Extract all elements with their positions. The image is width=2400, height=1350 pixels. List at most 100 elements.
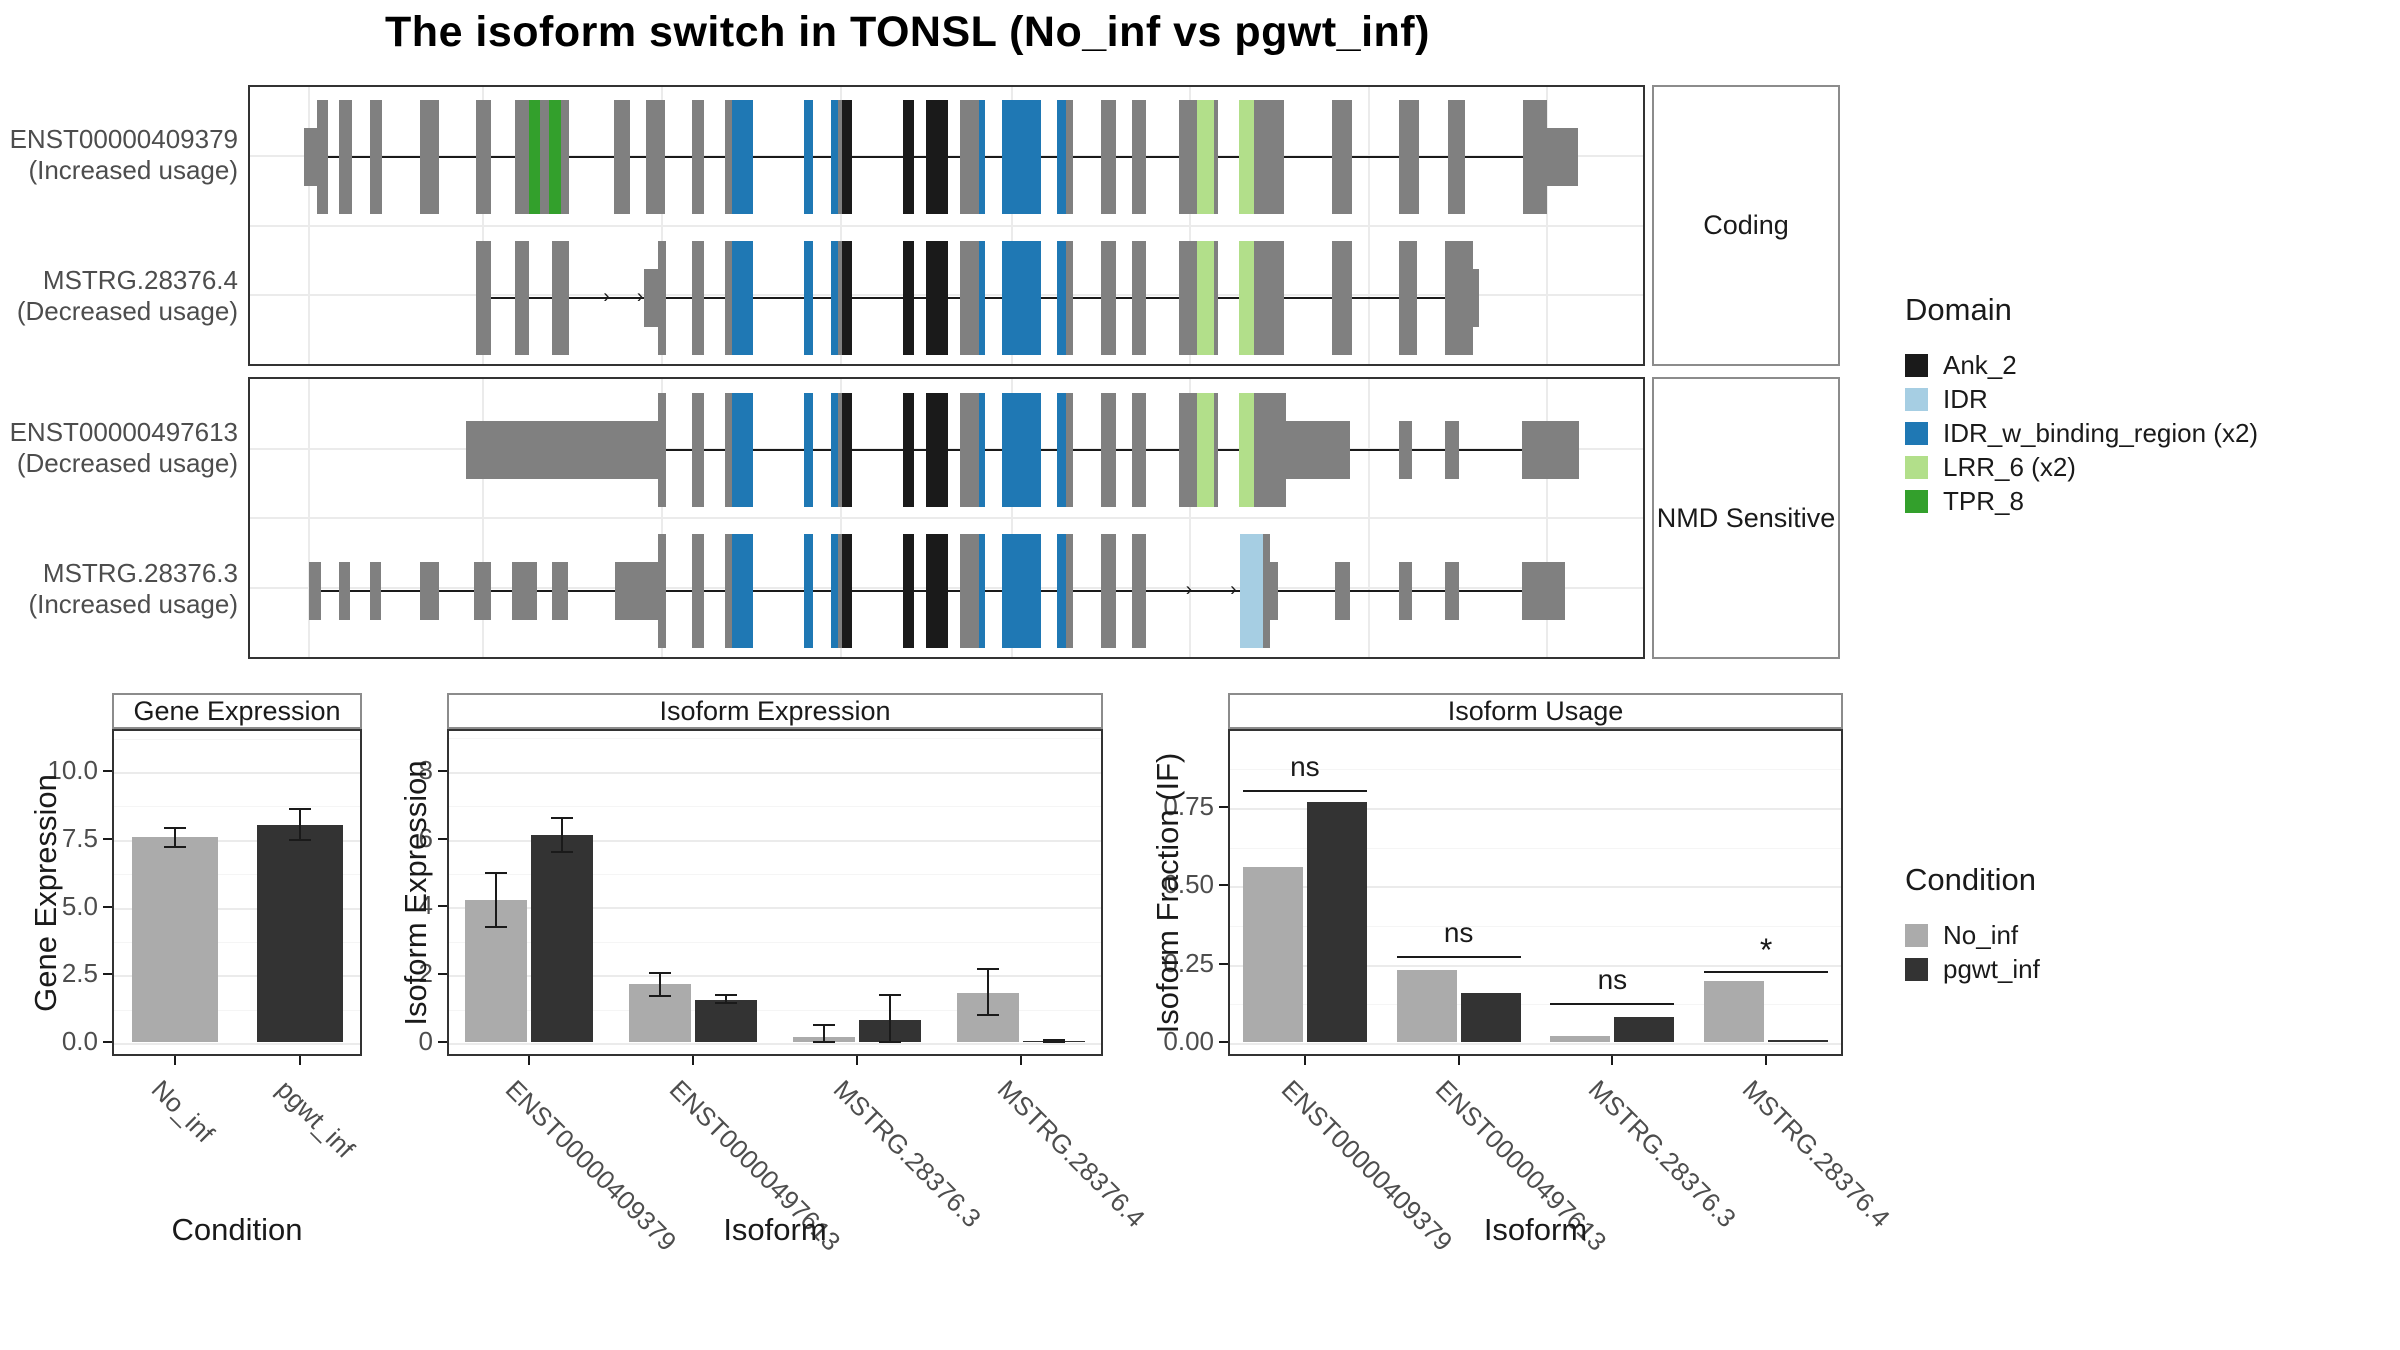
significance-line (1242, 790, 1367, 793)
exon (978, 534, 986, 648)
gridline (114, 874, 360, 876)
legend-item: TPR_8 (1905, 484, 2258, 518)
significance-line (1396, 956, 1521, 959)
exon (842, 241, 852, 355)
exon (691, 534, 705, 648)
axis-tick (438, 905, 447, 908)
exon (1399, 241, 1418, 355)
transcript-label: ENST00000409379 (Increased usage) (0, 124, 238, 186)
error-bar-cap (1043, 1041, 1065, 1043)
gridline (114, 806, 360, 808)
gridline (449, 1043, 1101, 1045)
significance-line (1550, 1003, 1675, 1006)
transcript-label-line: ENST00000409379 (9, 124, 238, 154)
exon (725, 534, 732, 648)
exon (1066, 393, 1074, 507)
axis-tick (1219, 884, 1228, 887)
axis-tick (103, 1041, 112, 1043)
condition-legend-items: No_inf pgwt_inf (1905, 918, 2040, 986)
legend-swatch-icon (1905, 353, 1928, 377)
legend-item: IDR (1905, 382, 2258, 416)
gridline (114, 1043, 360, 1045)
bar-No_inf (1550, 1035, 1611, 1042)
legend-item-label: TPR_8 (1943, 485, 2024, 516)
exon (1240, 534, 1263, 648)
x-tick-label: pgwt_inf (270, 1074, 360, 1164)
y-tick-label: 0.75 (1163, 791, 1214, 822)
exon (1239, 393, 1255, 507)
exon (1523, 100, 1547, 214)
y-tick-label: 0.00 (1163, 1026, 1214, 1056)
bar-pgwt_inf (1306, 802, 1367, 1042)
axis-tick (1457, 1056, 1460, 1065)
error-bar (823, 1025, 825, 1042)
axis-tick (692, 1056, 694, 1065)
exon (1131, 393, 1146, 507)
exon (511, 562, 537, 620)
legend-item-label: pgwt_inf (1943, 953, 2040, 984)
x-tick-label: MSTRG.28376.4 (991, 1074, 1151, 1234)
gridline (449, 975, 1101, 978)
exon (804, 534, 813, 648)
exon (1002, 100, 1042, 214)
gridline (250, 224, 1643, 227)
exon (645, 100, 666, 214)
bar-No_inf (1242, 866, 1303, 1042)
strand-arrow-icon: › (636, 286, 644, 308)
exon (1101, 393, 1117, 507)
bar-No_inf (1704, 980, 1765, 1042)
exon (1286, 421, 1351, 479)
gridline (1230, 886, 1841, 889)
exon (1066, 534, 1074, 648)
error-bar-cap (485, 871, 507, 874)
exon (691, 100, 705, 214)
y-axis-title: Gene Expression (28, 773, 63, 1012)
axis-tick (856, 1056, 858, 1065)
transcript-label-line: (Decreased usage) (16, 448, 238, 478)
exon (1197, 100, 1214, 214)
axis-tick (103, 837, 112, 840)
exon (308, 562, 322, 620)
exon (658, 393, 667, 507)
axis-tick (528, 1056, 530, 1065)
axis-tick (438, 769, 447, 772)
axis-tick (173, 1056, 176, 1065)
exon (1332, 100, 1352, 214)
error-bar (298, 808, 301, 841)
gridline (1230, 847, 1841, 849)
exon (903, 534, 915, 648)
chart-strip-isoform-usage: Isoform Usage (1228, 693, 1843, 729)
exon (539, 100, 550, 214)
axis-tick (438, 973, 447, 976)
exon (1179, 100, 1198, 214)
error-bar-cap (485, 925, 507, 928)
exon (560, 100, 569, 214)
chart-strip-isoform-expression: Isoform Expression (447, 693, 1103, 729)
transcript-label-line: (Decreased usage) (16, 296, 238, 326)
exon (978, 393, 986, 507)
gridline (1230, 1043, 1841, 1045)
transcript-label-line: ENST00000497613 (9, 417, 238, 447)
significance-label: ns (1597, 964, 1628, 996)
transcript-label: MSTRG.28376.3 (Increased usage) (0, 558, 238, 620)
exon (1239, 100, 1255, 214)
exon (1546, 128, 1578, 186)
exon (837, 100, 843, 214)
error-bar-cap (288, 807, 311, 810)
exon (1056, 100, 1067, 214)
exon (549, 100, 561, 214)
transcript-label: MSTRG.28376.4 (Decreased usage) (0, 265, 238, 327)
exon (731, 534, 753, 648)
gridline (1230, 926, 1841, 927)
exon (978, 100, 986, 214)
gridline (449, 874, 1101, 875)
exon (514, 100, 529, 214)
error-bar (725, 994, 727, 1003)
legend-item-label: Ank_2 (1943, 349, 2017, 380)
error-bar (561, 818, 563, 853)
gridline (114, 772, 360, 774)
legend-swatch-icon (1905, 421, 1928, 445)
x-tick-label: MSTRG.28376.3 (1583, 1074, 1743, 1234)
exon (731, 393, 753, 507)
strand-arrow-icon: › (603, 286, 610, 308)
